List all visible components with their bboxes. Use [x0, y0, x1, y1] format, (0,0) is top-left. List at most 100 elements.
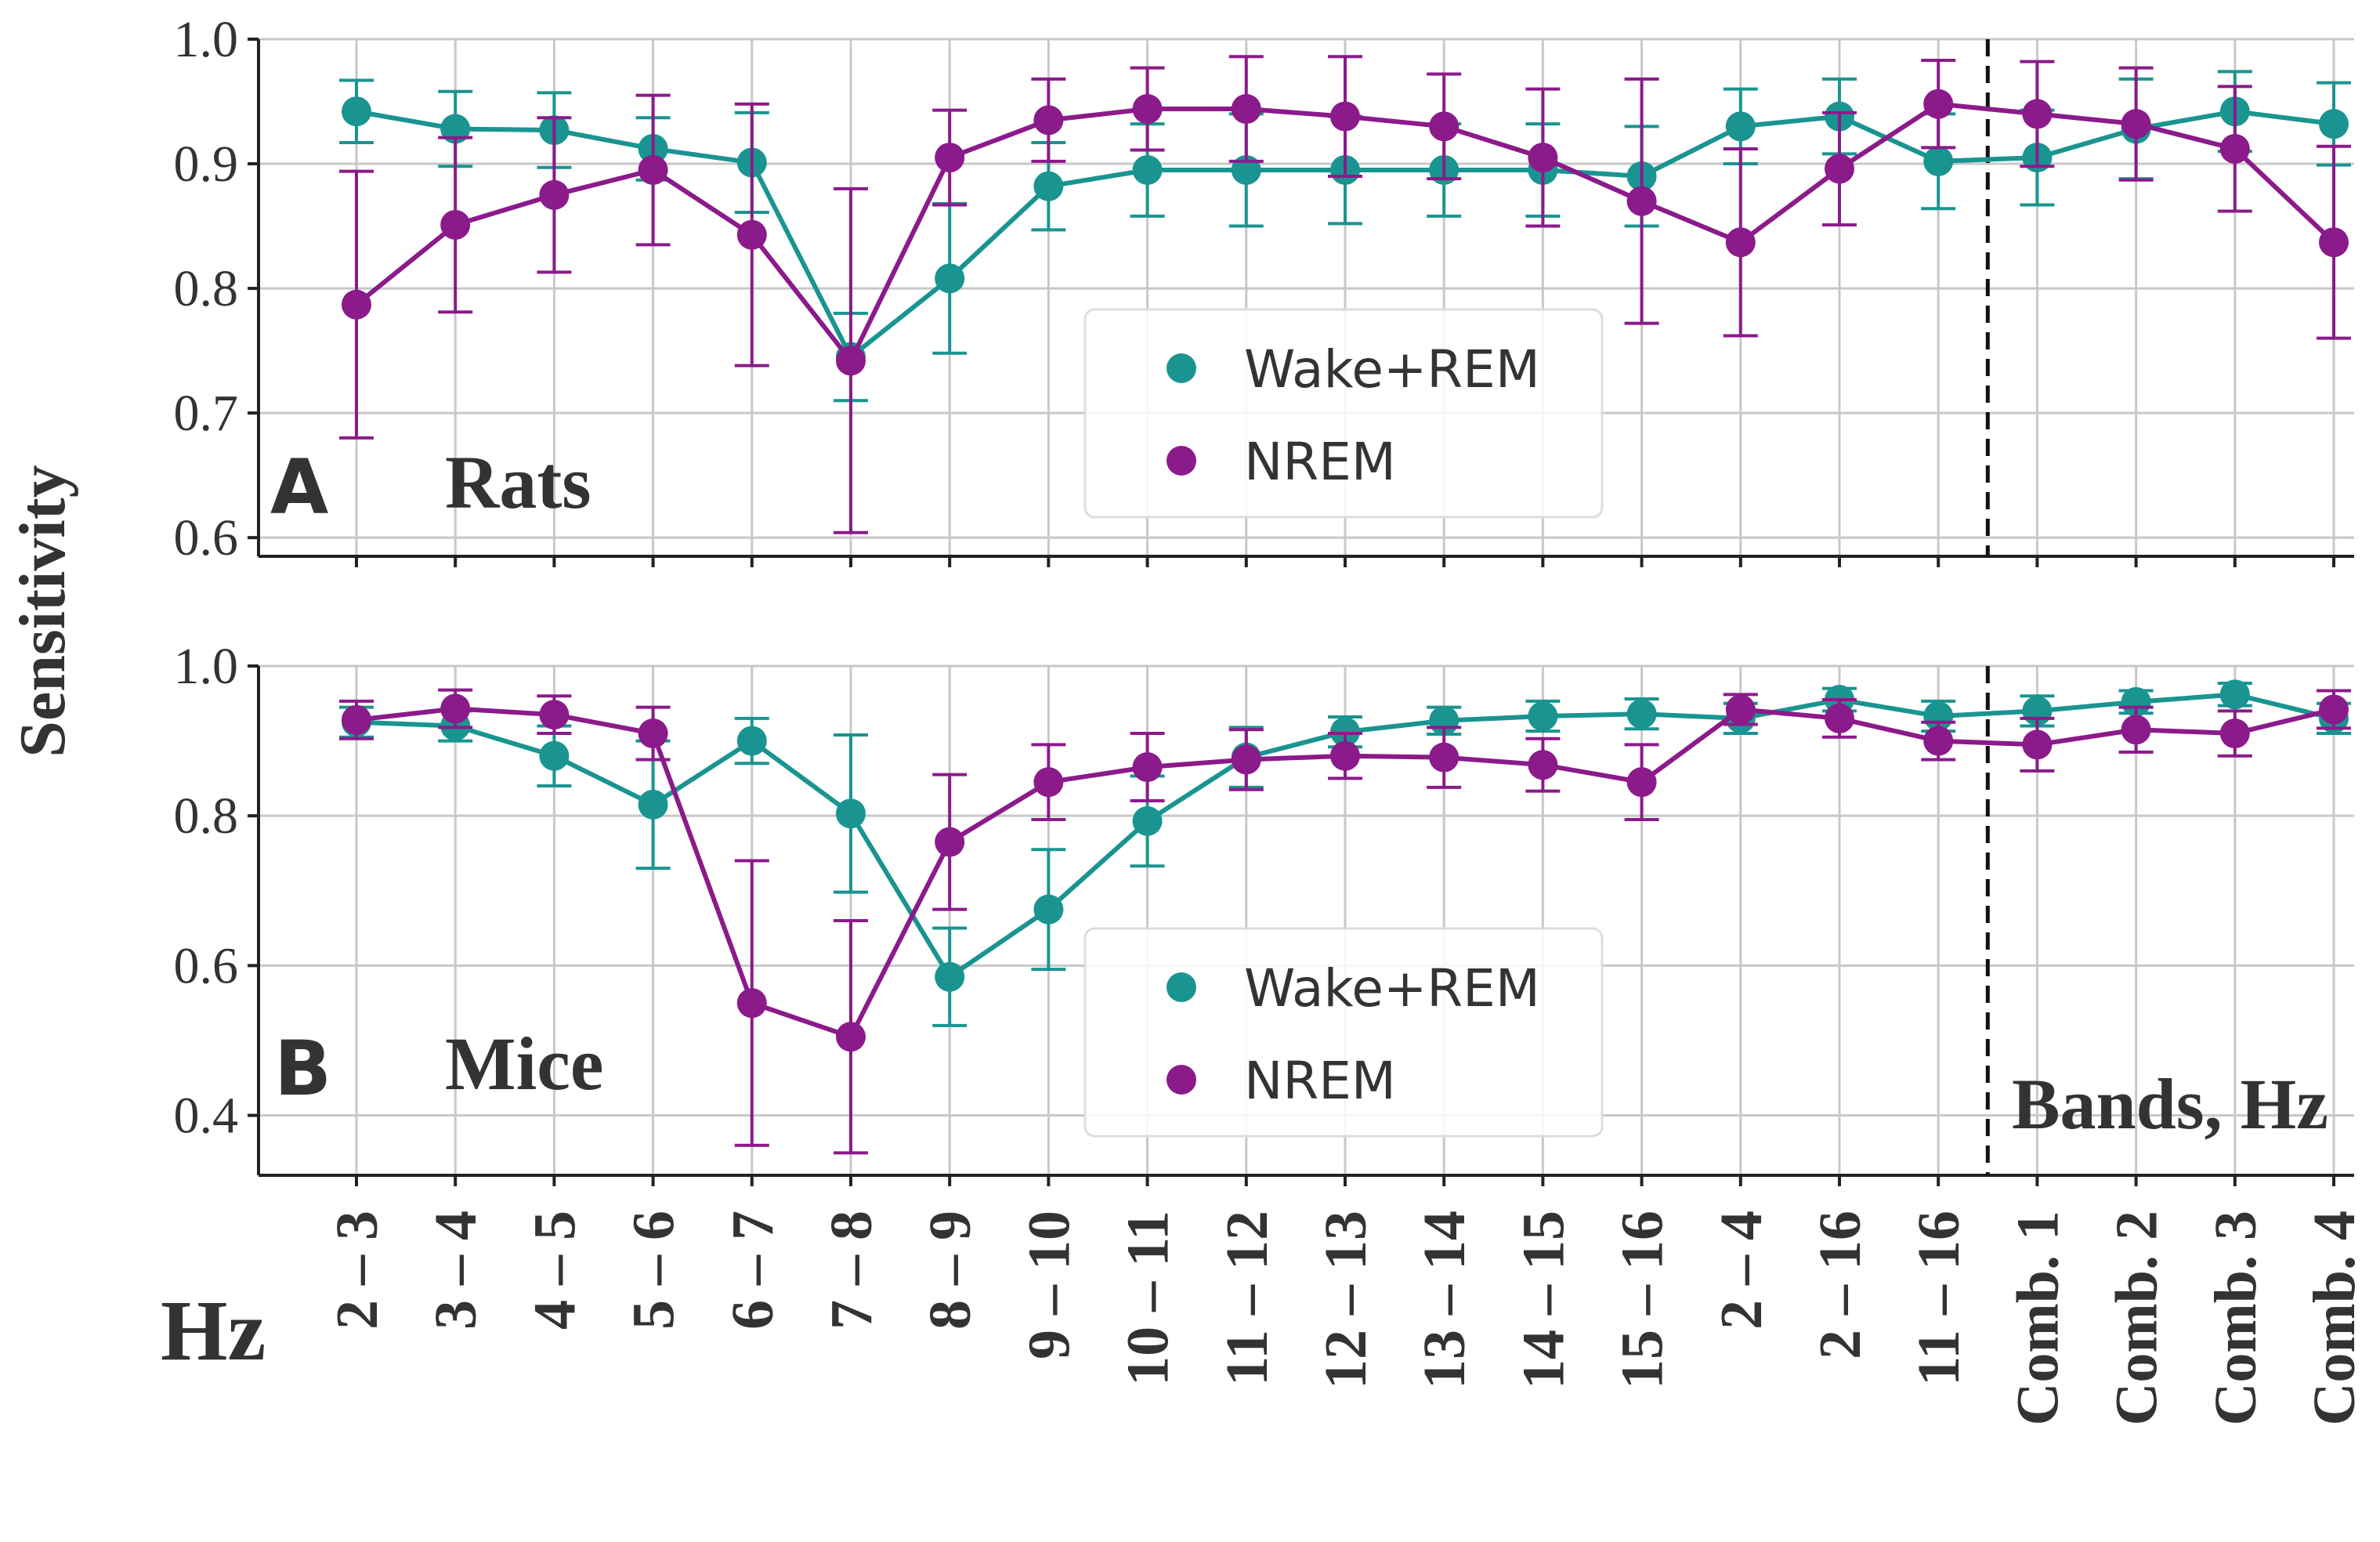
- x-tick-label: Comb. 4: [2302, 1211, 2367, 1425]
- y-tick-label: 0.4: [174, 1088, 239, 1145]
- x-tick-label: 13 – 14: [1412, 1211, 1478, 1389]
- panel-b-title: Mice: [445, 1022, 604, 1106]
- x-tick-label: 11 – 12: [1214, 1211, 1280, 1386]
- data-point: [1330, 101, 1360, 132]
- data-point: [1429, 111, 1459, 142]
- data-point: [1528, 143, 1558, 173]
- x-tick-label: 11 – 16: [1906, 1211, 1972, 1386]
- legend-label: Wake+REM: [1244, 958, 1540, 1019]
- y-tick-label: 0.6: [174, 509, 239, 566]
- data-point: [539, 700, 570, 730]
- series-nrem: [339, 55, 2351, 534]
- y-tick-label: 0.8: [174, 260, 239, 317]
- x-tick-label: 2 – 16: [1807, 1211, 1873, 1359]
- data-point: [836, 346, 866, 376]
- data-point: [539, 740, 570, 771]
- x-tick-label: Comb. 3: [2203, 1211, 2269, 1425]
- x-tick-label: 5 – 6: [621, 1211, 687, 1330]
- x-tick-label: 15 – 16: [1610, 1211, 1676, 1389]
- data-point: [1033, 105, 1064, 136]
- panel-b-mice: 0.4 0.6 0.8 1.0 Wake+REM NREM: [174, 638, 2354, 1186]
- data-point: [638, 719, 668, 749]
- data-point: [1528, 750, 1558, 780]
- data-point: [2121, 715, 2151, 745]
- data-point: [2219, 679, 2250, 710]
- data-point: [1626, 699, 1657, 729]
- y-tick-label: 0.7: [174, 385, 239, 442]
- data-point: [342, 96, 371, 127]
- x-tick-label: 8 – 9: [917, 1211, 983, 1330]
- data-point: [2319, 694, 2349, 725]
- x-tick-label: 2 – 3: [324, 1211, 390, 1330]
- x-tick-label: 4 – 5: [522, 1211, 588, 1330]
- data-point: [2022, 729, 2053, 760]
- legend-label: NREM: [1244, 1051, 1396, 1111]
- legend-marker: [1166, 972, 1196, 1002]
- data-point: [638, 154, 668, 185]
- data-point: [2022, 99, 2053, 129]
- data-point: [1923, 146, 1954, 176]
- data-point: [1725, 694, 1756, 725]
- data-point: [1033, 767, 1064, 798]
- data-point: [736, 988, 767, 1019]
- legend-box: [1083, 927, 1604, 1138]
- data-point: [1231, 744, 1261, 775]
- data-point: [1033, 894, 1064, 925]
- data-point: [1033, 171, 1064, 201]
- y-tick-label: 0.8: [174, 787, 239, 845]
- data-point: [1626, 186, 1657, 216]
- data-point: [1825, 703, 1854, 733]
- legend-label: Wake+REM: [1244, 339, 1540, 400]
- panel-a-letter: A: [270, 443, 328, 531]
- x-tick-label: 10 – 11: [1116, 1211, 1181, 1386]
- data-point: [2319, 109, 2349, 139]
- data-point: [1825, 154, 1854, 184]
- data-point: [935, 263, 965, 294]
- data-point: [2219, 719, 2250, 749]
- legend-marker: [1166, 353, 1196, 383]
- data-point: [736, 726, 767, 756]
- data-point: [836, 798, 866, 829]
- legend-marker: [1166, 446, 1196, 476]
- data-point: [1330, 740, 1360, 771]
- data-point: [1725, 111, 1756, 142]
- data-point: [935, 827, 965, 857]
- legend-marker: [1166, 1065, 1196, 1095]
- data-point: [440, 209, 471, 240]
- data-point: [2319, 227, 2349, 258]
- legend-label: NREM: [1244, 432, 1396, 492]
- data-point: [1923, 89, 1954, 119]
- data-point: [836, 1022, 866, 1052]
- x-tick-label: 14 – 15: [1510, 1211, 1576, 1389]
- data-point: [638, 789, 668, 820]
- legend: Wake+REM NREM: [1083, 927, 1604, 1138]
- y-tick-label: 0.9: [174, 136, 239, 193]
- legend: Wake+REM NREM: [1083, 308, 1604, 519]
- data-point: [1429, 742, 1459, 773]
- data-point: [2121, 686, 2151, 717]
- panel-a-rats: 0.6 0.7 0.8 0.9 1.0 Wake+REM NREM: [174, 11, 2354, 567]
- panel-b-letter: B: [274, 1025, 331, 1113]
- data-point: [1923, 726, 1954, 756]
- data-point: [539, 179, 570, 210]
- x-tick-label: 3 – 4: [423, 1211, 489, 1330]
- data-point: [342, 289, 371, 320]
- y-tick-label: 1.0: [174, 638, 239, 695]
- data-point: [1132, 94, 1163, 125]
- y-axis-label: Sensitivity: [6, 465, 79, 757]
- series-nrem: [339, 688, 2351, 1155]
- data-point: [1132, 154, 1163, 185]
- data-point: [736, 219, 767, 250]
- data-point: [2121, 109, 2151, 139]
- data-point: [440, 693, 471, 724]
- legend-box: [1083, 308, 1604, 519]
- bands-label: Bands, Hz: [2012, 1064, 2328, 1144]
- data-point: [342, 704, 371, 735]
- y-tick-label: 1.0: [174, 11, 239, 68]
- x-tick-label: 9 – 10: [1016, 1211, 1082, 1359]
- data-point: [1528, 701, 1558, 732]
- data-point: [1725, 227, 1756, 258]
- data-point: [1231, 94, 1261, 125]
- x-tick-label: 6 – 7: [720, 1211, 786, 1330]
